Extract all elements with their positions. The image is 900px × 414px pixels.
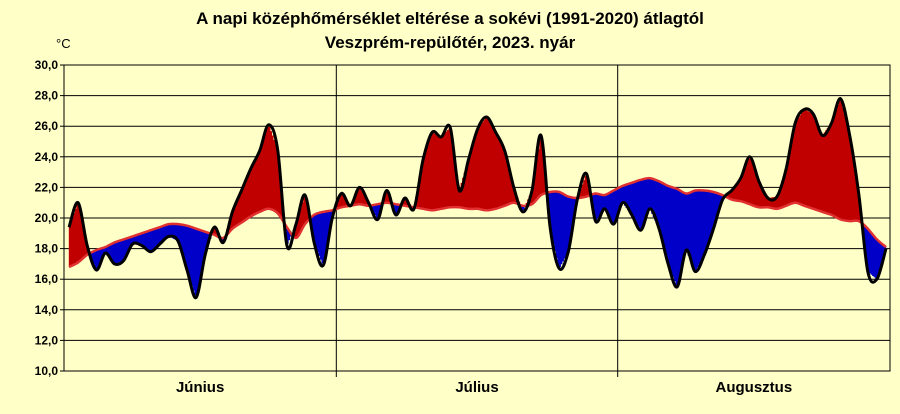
chart-subtitle: Veszprém-repülőtér, 2023. nyár: [324, 33, 576, 52]
month-label: Július: [455, 379, 498, 396]
y-tick-label: 18,0: [35, 242, 59, 256]
y-tick-label: 22,0: [35, 180, 59, 194]
y-tick-label: 14,0: [35, 303, 59, 317]
y-tick-label: 28,0: [35, 89, 59, 103]
daily-mean-temperature-line: [67, 97, 888, 300]
month-label: Június: [176, 379, 224, 396]
chart-title: A napi középhőmérséklet eltérése a sokév…: [196, 9, 704, 28]
y-tick-label: 16,0: [35, 272, 59, 286]
y-axis-unit: °C: [56, 36, 71, 51]
y-tick-label: 30,0: [35, 58, 59, 72]
y-tick-label: 10,0: [35, 364, 59, 378]
y-tick-label: 24,0: [35, 150, 59, 164]
y-tick-label: 12,0: [35, 333, 59, 347]
month-label: Augusztus: [716, 379, 793, 396]
climate-mean-line: [68, 176, 887, 269]
y-tick-label: 20,0: [35, 211, 59, 225]
y-tick-label: 26,0: [35, 119, 59, 133]
